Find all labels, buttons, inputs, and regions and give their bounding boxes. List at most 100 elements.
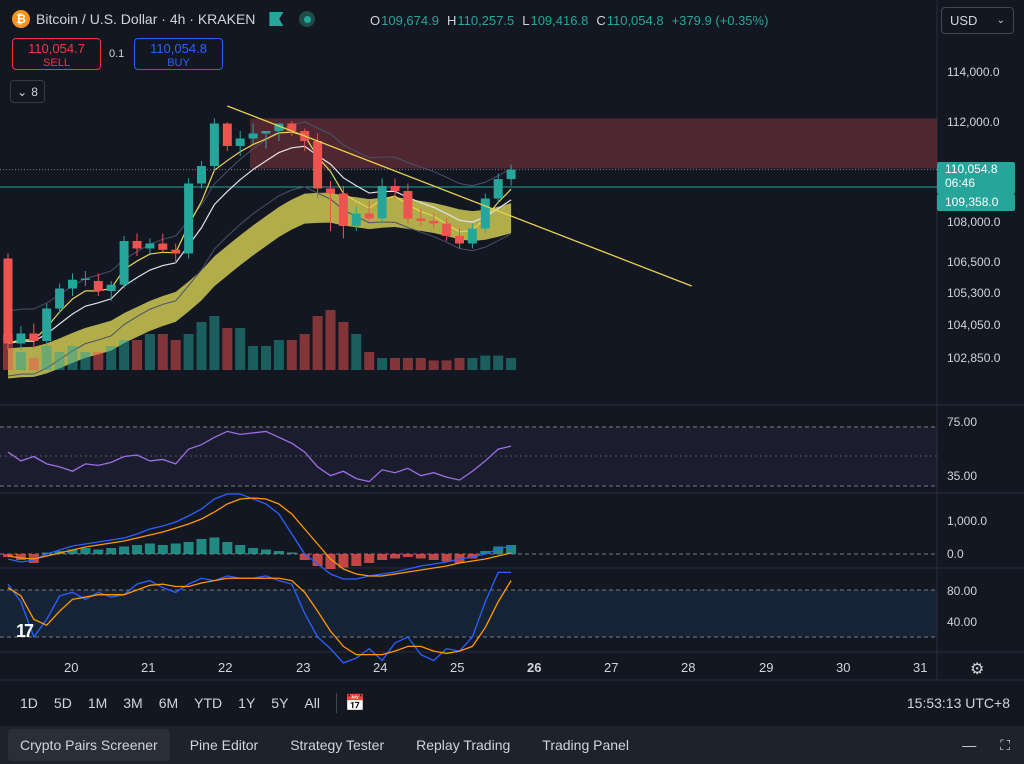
candle-body	[390, 186, 400, 191]
date-tick: 24	[373, 660, 388, 675]
macd-tick: 1,000.0	[947, 514, 988, 528]
volume-bar	[183, 334, 194, 370]
macd-histogram-bar	[235, 545, 246, 554]
tab-strategy-tester[interactable]: Strategy Tester	[290, 737, 385, 753]
range-5d[interactable]: 5D	[53, 695, 72, 711]
candle-body	[351, 213, 361, 226]
maximize-icon[interactable]: ⛶	[1000, 736, 1010, 753]
flag-icon[interactable]	[269, 12, 284, 26]
price-tick: 105,300.0	[947, 286, 1001, 300]
tab-crypto-pairs-screener[interactable]: Crypto Pairs Screener	[8, 729, 170, 761]
volume-bar	[261, 346, 271, 370]
volume-bar	[506, 358, 517, 370]
volume-bar	[235, 328, 246, 370]
range-1m[interactable]: 1M	[87, 695, 108, 711]
candle-body	[442, 223, 452, 236]
high-value: 110,257.5	[457, 13, 515, 28]
macd-histogram-bar	[377, 554, 388, 560]
symbol-title[interactable]: Bitcoin / U.S. Dollar · 4h · KRAKEN	[36, 11, 256, 27]
range-6m[interactable]: 6M	[158, 695, 179, 711]
candle-body	[29, 333, 39, 341]
range-all[interactable]: All	[304, 695, 320, 711]
volume-bar	[119, 340, 130, 370]
bar-countdown: 06:46	[945, 176, 976, 190]
calendar-icon[interactable]: 📅	[344, 695, 365, 712]
candle-body	[506, 169, 516, 180]
trendline	[227, 105, 692, 287]
tab-trading-panel[interactable]: Trading Panel	[542, 737, 629, 753]
indicators-toggle[interactable]: ⌄ 8	[10, 80, 45, 103]
stoch-tick: 80.00	[947, 584, 978, 598]
settings-icon[interactable]: ⚙	[970, 661, 985, 678]
buy-button[interactable]: 110,054.8 BUY	[134, 38, 223, 70]
range-3m[interactable]: 3M	[123, 695, 143, 711]
candle-body	[197, 166, 206, 184]
candle-body	[364, 213, 374, 219]
macd-histogram-bar	[144, 543, 155, 554]
tab-pine-editor[interactable]: Pine Editor	[189, 737, 259, 753]
clock[interactable]: 15:53:13 UTC+8	[906, 695, 1010, 711]
level-price-tag: 109,358.0	[937, 194, 1015, 211]
volume-bar	[467, 358, 478, 370]
price-tick: 108,000.0	[947, 215, 1001, 229]
currency-select[interactable]: USD ⌄	[941, 7, 1014, 34]
last-price: 110,054.8	[945, 162, 998, 176]
range-5y[interactable]: 5Y	[271, 695, 289, 711]
macd-histogram-bar	[15, 554, 26, 560]
symbol-header[interactable]: ₿ Bitcoin / U.S. Dollar · 4h · KRAKEN	[12, 10, 316, 28]
macd-histogram-bar	[415, 554, 426, 559]
chevron-down-icon: ⌄	[17, 84, 28, 99]
range-1y[interactable]: 1Y	[238, 695, 256, 711]
range-ytd[interactable]: YTD	[194, 695, 223, 711]
date-tick: 23	[296, 660, 311, 675]
macd-histogram-bar	[480, 551, 491, 554]
macd-histogram-bar	[261, 549, 271, 554]
range-1d[interactable]: 1D	[20, 695, 38, 711]
buy-price: 110,054.8	[150, 41, 207, 56]
volume-bar	[54, 352, 65, 370]
volume-bar	[3, 334, 13, 370]
volume-bar	[170, 340, 181, 370]
candle-body	[158, 243, 168, 250]
volume-bar	[248, 346, 259, 370]
candle-body	[3, 258, 13, 344]
macd-histogram-bar	[390, 554, 400, 559]
volume-bar	[299, 334, 310, 370]
volume-bar	[441, 360, 452, 370]
market-status-icon[interactable]	[299, 11, 316, 27]
bottom-panel-tabs: Crypto Pairs Screener Pine Editor Strate…	[0, 726, 1024, 764]
candle-body	[106, 284, 116, 291]
candle-body	[377, 186, 387, 219]
volume-bar	[67, 346, 78, 370]
date-tick: 26	[527, 660, 542, 675]
candle-body	[222, 123, 232, 146]
volume-bar	[325, 310, 336, 370]
candle-body	[480, 198, 490, 229]
candle-body	[455, 236, 464, 244]
volume-bar	[209, 316, 220, 370]
lower-band-line	[7, 186, 512, 377]
volume-bar	[364, 352, 375, 370]
sell-button[interactable]: 110,054.7 SELL	[12, 38, 101, 70]
ma-white-line	[7, 145, 512, 345]
volume-bar	[132, 340, 142, 370]
candle-body	[93, 281, 103, 291]
sell-label: SELL	[43, 57, 70, 69]
tab-replay-trading[interactable]: Replay Trading	[416, 737, 511, 753]
macd-histogram-bar	[506, 545, 517, 554]
quantity-value[interactable]: 0.1	[109, 48, 125, 60]
minimize-icon[interactable]: —	[962, 737, 977, 753]
stoch-tick: 40.00	[947, 615, 978, 629]
macd-histogram-bar	[67, 549, 78, 554]
macd-histogram-bar	[273, 551, 284, 554]
candle-body	[429, 221, 439, 224]
rsi-tick: 75.00	[947, 415, 978, 429]
volume-bar	[80, 352, 91, 370]
macd-histogram-bar	[93, 549, 104, 554]
macd-histogram-bar	[286, 552, 297, 554]
volume-bar	[454, 358, 465, 370]
candle-body	[248, 133, 258, 139]
volume-bar	[390, 358, 400, 370]
volume-bar	[402, 358, 413, 370]
